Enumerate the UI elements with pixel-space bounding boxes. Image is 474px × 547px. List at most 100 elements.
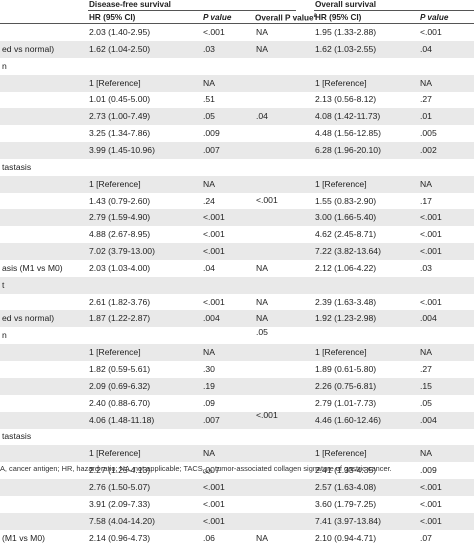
table-row: tastasis bbox=[0, 159, 474, 176]
dfs-p-cell: NA bbox=[203, 77, 215, 88]
os-hr-cell: 4.08 (1.42-11.73) bbox=[315, 111, 381, 122]
row-label: tastasis bbox=[2, 431, 32, 442]
os-hr-cell: 4.46 (1.60-12.46) bbox=[315, 414, 381, 425]
dfs-hr-cell: 3.99 (1.45-10.96) bbox=[89, 144, 155, 155]
dfs-p-cell: <.001 bbox=[203, 296, 225, 307]
table-row: 3.91 (2.09-7.33) <.001 3.60 (1.79-7.25) <.0… bbox=[0, 496, 474, 513]
os-hr-cell: 1.62 (1.03-2.55) bbox=[315, 43, 377, 54]
os-hr-cell: 4.62 (2.45-8.71) bbox=[315, 229, 377, 240]
dfs-group-rule bbox=[88, 10, 296, 11]
os-hr-cell: 2.13 (0.56-8.12) bbox=[315, 94, 377, 105]
row-label: tastasis bbox=[2, 161, 32, 172]
dfs-hr-cell: 1.43 (0.79-2.60) bbox=[89, 195, 151, 206]
dfs-p-cell: .19 bbox=[203, 380, 215, 391]
os-p-cell: <.001 bbox=[420, 481, 442, 492]
dfs-p-cell: NA bbox=[203, 347, 215, 358]
table-row: n bbox=[0, 58, 474, 75]
dfs-p-cell: <.001 bbox=[203, 212, 225, 223]
dfs-hr-cell: 2.27 (1.25-4.13) bbox=[89, 465, 151, 476]
dfs-p-header: P value bbox=[203, 13, 232, 22]
os-hr-cell: 7.41 (3.97-13.84) bbox=[315, 515, 381, 526]
dfs-hr-cell: 1.82 (0.59-5.61) bbox=[89, 364, 151, 374]
os-hr-cell: 3.00 (1.66-5.40) bbox=[315, 212, 377, 223]
os-hr-cell: 1 [Reference] bbox=[315, 347, 367, 358]
os-hr-cell: 1 [Reference] bbox=[315, 77, 367, 88]
os-p-cell: .27 bbox=[420, 364, 432, 374]
dfs-hr-cell: 1.01 (0.45-5.00) bbox=[89, 94, 151, 105]
dfs-p-cell: .05 bbox=[203, 111, 215, 122]
dfs-p-cell: .30 bbox=[203, 364, 215, 374]
os-p-cell: .07 bbox=[420, 532, 432, 543]
dfs-p-cell: .03 bbox=[203, 43, 215, 54]
table-row: 1.43 (0.79-2.60) .24 1.55 (0.83-2.90) .17 bbox=[0, 193, 474, 210]
dfs-group-header: Disease-free survival bbox=[89, 0, 171, 9]
os-hr-cell: 1.92 (1.23-2.98) bbox=[315, 313, 377, 324]
os-p-cell: <.001 bbox=[420, 246, 442, 257]
os-p-cell: NA bbox=[420, 448, 432, 459]
os-p-cell: .04 bbox=[420, 43, 432, 54]
dfs-hr-cell: 2.76 (1.50-5.07) bbox=[89, 481, 151, 492]
os-p-cell: .27 bbox=[420, 94, 432, 105]
dfs-p-cell: .04 bbox=[203, 262, 215, 273]
table-row: 7.58 (4.04-14.20) <.001 7.41 (3.97-13.84) <… bbox=[0, 512, 474, 530]
dfs-hr-cell: 2.73 (1.00-7.49) bbox=[89, 111, 151, 122]
os-hr-header: HR (95% CI) bbox=[315, 13, 362, 22]
os-hr-cell: 2.26 (0.75-6.81) bbox=[315, 380, 377, 391]
os-p-cell: NA bbox=[420, 178, 432, 189]
dfs-p-cell: <.001 bbox=[203, 27, 225, 37]
table-row: 2.76 (1.50-5.07) <.001 2.57 (1.63-4.08) <.0… bbox=[0, 478, 474, 496]
table-row: 1.82 (0.59-5.61) .30 1.89 (0.61-5.80) .27 bbox=[0, 361, 474, 378]
dfs-hr-cell: 1 [Reference] bbox=[89, 178, 141, 189]
dfs-p-cell: .51 bbox=[203, 94, 215, 105]
dfs-overall-p-cell: NA bbox=[256, 43, 268, 54]
dfs-overall-p-cell: NA bbox=[256, 27, 268, 37]
table-row: 4.88 (2.67-8.95) <.001 4.62 (2.45-8.71) <.0… bbox=[0, 226, 474, 243]
dfs-hr-cell: 1.62 (1.04-2.50) bbox=[89, 43, 151, 54]
table-row: 3.25 (1.34-7.86) .009 4.48 (1.56-12.85) .00… bbox=[0, 125, 474, 142]
os-p-cell: .01 bbox=[420, 111, 432, 122]
dfs-hr-cell: 1 [Reference] bbox=[89, 77, 141, 88]
os-p-cell: .05 bbox=[420, 397, 432, 408]
os-group-rule bbox=[314, 10, 474, 11]
row-label: ed vs normal) bbox=[2, 43, 55, 54]
table-row: 1 [Reference] NA 1 [Reference] NA bbox=[0, 74, 474, 92]
dfs-hr-cell: 2.09 (0.69-6.32) bbox=[89, 380, 151, 391]
table-row: t bbox=[0, 276, 474, 294]
os-p-cell: .002 bbox=[420, 144, 437, 155]
table-row: n bbox=[0, 327, 474, 344]
table-row: 2.79 (1.59-4.90) <.001 3.00 (1.66-5.40) <.0… bbox=[0, 209, 474, 227]
dfs-hr-cell: 2.03 (1.03-4.00) bbox=[89, 262, 151, 273]
os-hr-cell: 2.12 (1.06-4.22) bbox=[315, 262, 377, 273]
dfs-p-cell: .06 bbox=[203, 532, 215, 543]
os-hr-cell: 3.60 (1.79-7.25) bbox=[315, 498, 377, 509]
header-bottom-rule bbox=[0, 23, 474, 24]
dfs-hr-cell: 4.88 (2.67-8.95) bbox=[89, 229, 151, 240]
dfs-p-cell: .007 bbox=[203, 414, 220, 425]
overall-p-merged-4: <.001 bbox=[256, 410, 278, 420]
table-row: 1 [Reference] NA 1 [Reference] NA bbox=[0, 344, 474, 362]
os-p-cell: .005 bbox=[420, 128, 437, 139]
dfs-hr-cell: 7.58 (4.04-14.20) bbox=[89, 515, 155, 526]
os-p-cell: <.001 bbox=[420, 27, 442, 37]
table-row: 2.09 (0.69-6.32) .19 2.26 (0.75-6.81) .15 bbox=[0, 377, 474, 395]
dfs-p-cell: <.001 bbox=[203, 498, 225, 509]
os-hr-cell: 2.79 (1.01-7.73) bbox=[315, 397, 377, 408]
dfs-hr-cell: 1.87 (1.22-2.87) bbox=[89, 313, 151, 324]
dfs-overall-p-cell: NA bbox=[256, 313, 268, 324]
table-row: ed vs normal) 1.87 (1.22-2.87) .004 NA 1.92 … bbox=[0, 310, 474, 328]
dfs-hr-cell: 2.03 (1.40-2.95) bbox=[89, 27, 151, 37]
os-group-header: Overall survival bbox=[315, 0, 376, 9]
os-p-cell: .03 bbox=[420, 262, 432, 273]
os-p-cell: <.001 bbox=[420, 229, 442, 240]
os-hr-cell: 1.95 (1.33-2.88) bbox=[315, 27, 377, 37]
dfs-p-cell: <.001 bbox=[203, 481, 225, 492]
dfs-hr-cell: 4.06 (1.48-11.18) bbox=[89, 414, 155, 425]
row-label: asis (M1 vs M0) bbox=[2, 262, 63, 273]
dfs-overall-p-cell: NA bbox=[256, 296, 268, 307]
os-hr-cell: 1 [Reference] bbox=[315, 448, 367, 459]
table-footnote: A, cancer antigen; HR, hazard ratio; NA,… bbox=[0, 464, 392, 476]
dfs-hr-cell: 3.91 (2.09-7.33) bbox=[89, 498, 151, 509]
dfs-hr-cell: 2.61 (1.82-3.76) bbox=[89, 296, 151, 307]
dfs-overall-p-cell: NA bbox=[256, 262, 268, 273]
dfs-hr-cell: 3.25 (1.34-7.86) bbox=[89, 128, 151, 139]
